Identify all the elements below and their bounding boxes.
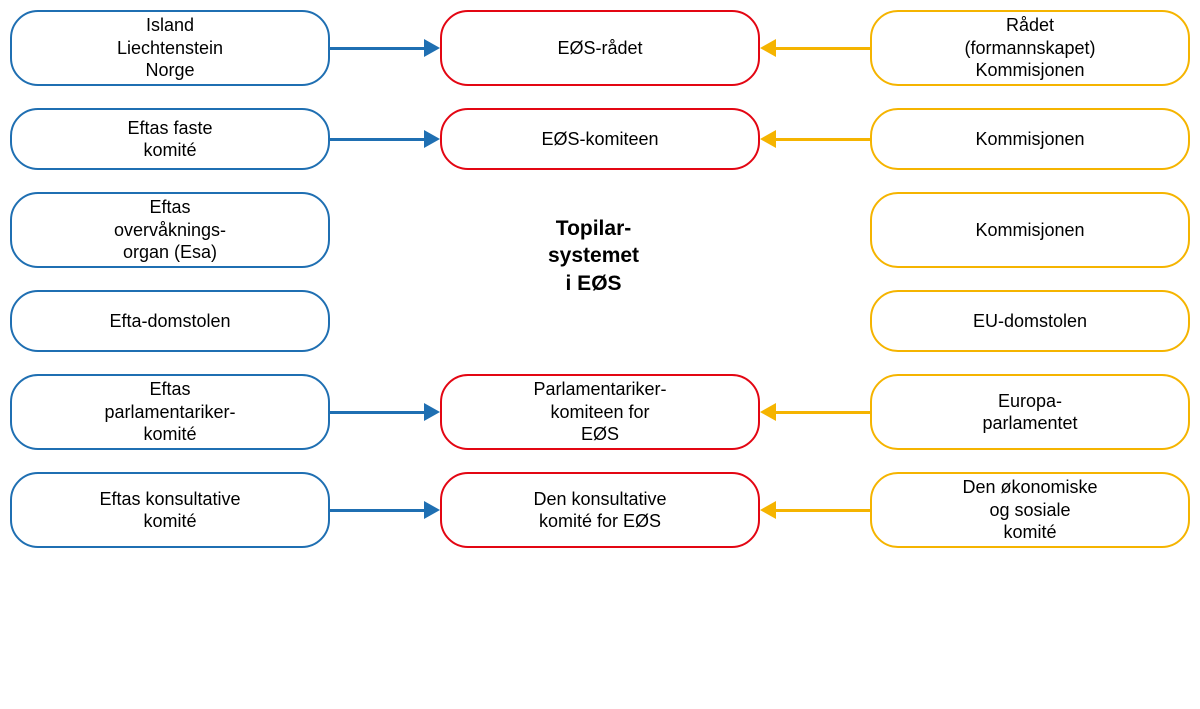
right-box-3: EU-domstolen	[870, 290, 1190, 352]
left-box-2: Eftasovervåknings-organ (Esa)	[10, 192, 330, 268]
right-box-5: Den økonomiskeog sosialekomité	[870, 472, 1190, 548]
left-box-label-2: Eftasovervåknings-organ (Esa)	[114, 196, 226, 264]
left-box-3: Efta-domstolen	[10, 290, 330, 352]
arrow-right-to-mid-1	[760, 138, 870, 141]
right-box-label-5: Den økonomiskeog sosialekomité	[962, 476, 1097, 544]
center-title: Topilar-systemeti EØS	[548, 215, 639, 297]
mid-box-0: EØS-rådet	[440, 10, 760, 86]
mid-box-3: Den konsultativekomité for EØS	[440, 472, 760, 548]
left-box-label-1: Eftas fastekomité	[127, 117, 212, 162]
right-box-2: Kommisjonen	[870, 192, 1190, 268]
right-box-label-3: EU-domstolen	[973, 310, 1087, 333]
arrow-right-to-mid-4	[760, 411, 870, 414]
eea-two-pillar-diagram: IslandLiechtensteinNorge EØS-rådet Rådet(f…	[0, 0, 1200, 709]
arrow-left-to-mid-0	[330, 47, 440, 50]
mid-box-2: Parlamentariker-komiteen forEØS	[440, 374, 760, 450]
left-box-label-0: IslandLiechtensteinNorge	[117, 14, 223, 82]
arrow-left-to-mid-4	[330, 411, 440, 414]
mid-box-label-1: EØS-komiteen	[541, 128, 658, 151]
left-box-0: IslandLiechtensteinNorge	[10, 10, 330, 86]
left-box-1: Eftas fastekomité	[10, 108, 330, 170]
mid-box-label-3: Den konsultativekomité for EØS	[533, 488, 666, 533]
right-box-1: Kommisjonen	[870, 108, 1190, 170]
left-box-label-4: Eftasparlamentariker-komité	[104, 378, 235, 446]
left-box-label-5: Eftas konsultativekomité	[99, 488, 240, 533]
arrow-right-to-mid-5	[760, 509, 870, 512]
left-box-label-3: Efta-domstolen	[109, 310, 230, 333]
arrow-left-to-mid-5	[330, 509, 440, 512]
right-box-label-1: Kommisjonen	[975, 128, 1084, 151]
right-box-0: Rådet(formannskapet)Kommisjonen	[870, 10, 1190, 86]
right-box-4: Europa-parlamentet	[870, 374, 1190, 450]
arrow-right-to-mid-0	[760, 47, 870, 50]
mid-box-1: EØS-komiteen	[440, 108, 760, 170]
mid-box-label-0: EØS-rådet	[557, 37, 642, 60]
right-box-label-4: Europa-parlamentet	[982, 390, 1077, 435]
arrow-left-to-mid-1	[330, 138, 440, 141]
left-box-5: Eftas konsultativekomité	[10, 472, 330, 548]
right-box-label-0: Rådet(formannskapet)Kommisjonen	[964, 14, 1095, 82]
left-box-4: Eftasparlamentariker-komité	[10, 374, 330, 450]
right-box-label-2: Kommisjonen	[975, 219, 1084, 242]
mid-box-label-2: Parlamentariker-komiteen forEØS	[533, 378, 666, 446]
